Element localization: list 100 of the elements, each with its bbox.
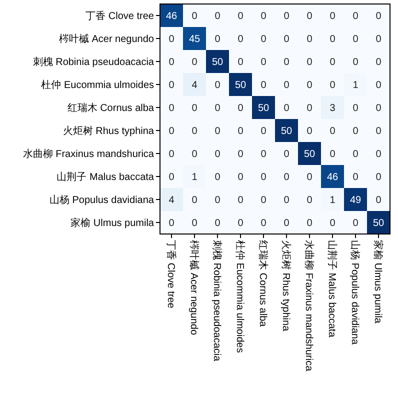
data-label: 0 bbox=[306, 172, 313, 183]
data-label: 0 bbox=[284, 172, 290, 183]
data-label: 0 bbox=[238, 126, 244, 137]
data-label: 0 bbox=[238, 57, 244, 68]
data-label: 0 bbox=[260, 34, 267, 45]
data-label: 0 bbox=[284, 149, 290, 160]
data-label: 0 bbox=[214, 11, 221, 22]
data-label: 0 bbox=[260, 149, 267, 160]
data-label: 0 bbox=[352, 149, 359, 160]
data-label: 0 bbox=[306, 218, 313, 229]
data-label: 50 bbox=[234, 80, 246, 91]
y-tick-label: 山荆子 Malus baccata bbox=[56, 171, 154, 183]
data-label: 4 bbox=[168, 195, 175, 206]
data-label: 0 bbox=[352, 172, 359, 183]
data-label: 0 bbox=[376, 80, 382, 91]
data-label: 0 bbox=[168, 103, 175, 114]
data-label: 0 bbox=[330, 80, 336, 91]
data-label: 1 bbox=[192, 172, 198, 183]
data-label: 0 bbox=[306, 126, 313, 137]
y-tick-label: 梣叶槭 Acer negundo bbox=[58, 33, 154, 45]
y-tick-label: 杜仲 Eucommia ulmoides bbox=[41, 79, 154, 91]
x-tick-label: 红瑞木 Cornus alba bbox=[257, 240, 269, 328]
data-label: 0 bbox=[306, 34, 313, 45]
data-label: 0 bbox=[330, 126, 336, 137]
y-tick-label: 家榆 Ulmus pumila bbox=[70, 217, 154, 229]
data-label: 50 bbox=[372, 218, 384, 229]
data-label: 0 bbox=[192, 195, 198, 206]
data-label: 49 bbox=[350, 195, 362, 206]
data-label: 50 bbox=[212, 57, 224, 68]
data-label: 0 bbox=[238, 172, 244, 183]
data-label: 0 bbox=[260, 57, 267, 68]
data-label: 0 bbox=[168, 126, 175, 137]
data-label: 0 bbox=[260, 80, 267, 91]
data-label: 0 bbox=[168, 57, 175, 68]
data-label: 0 bbox=[284, 103, 290, 114]
data-label: 0 bbox=[238, 195, 244, 206]
data-label: 0 bbox=[168, 172, 175, 183]
data-label: 0 bbox=[330, 57, 336, 68]
data-label: 4 bbox=[192, 80, 198, 91]
data-label: 0 bbox=[284, 11, 290, 22]
data-label: 0 bbox=[214, 195, 221, 206]
data-label: 0 bbox=[214, 34, 221, 45]
data-label: 46 bbox=[326, 172, 338, 183]
data-label: 0 bbox=[376, 126, 382, 137]
data-label: 0 bbox=[260, 195, 267, 206]
data-label: 0 bbox=[284, 195, 290, 206]
data-label: 0 bbox=[214, 172, 221, 183]
data-label: 0 bbox=[192, 57, 198, 68]
y-tick-label: 丁香 Clove tree bbox=[86, 10, 154, 22]
data-label: 0 bbox=[376, 11, 382, 22]
data-label: 0 bbox=[352, 218, 359, 229]
data-label: 0 bbox=[306, 195, 313, 206]
x-tick-label: 水曲柳 Fraxinus mandshurica bbox=[303, 240, 315, 372]
data-label: 0 bbox=[330, 149, 336, 160]
data-label: 0 bbox=[168, 34, 175, 45]
y-tick-label: 水曲柳 Fraxinus mandshurica bbox=[22, 148, 154, 160]
data-label: 50 bbox=[280, 126, 292, 137]
data-label: 0 bbox=[192, 11, 198, 22]
x-tick-label: 火炬树 Rhus typhina bbox=[280, 240, 292, 332]
data-label: 0 bbox=[330, 218, 336, 229]
data-label: 0 bbox=[284, 34, 290, 45]
data-label: 0 bbox=[192, 149, 198, 160]
data-label: 0 bbox=[214, 149, 221, 160]
data-label: 45 bbox=[188, 34, 200, 45]
data-label: 0 bbox=[284, 218, 290, 229]
data-label: 0 bbox=[352, 103, 359, 114]
data-label: 50 bbox=[304, 149, 316, 160]
data-label: 0 bbox=[192, 103, 198, 114]
data-label: 0 bbox=[352, 126, 359, 137]
data-label: 0 bbox=[238, 103, 244, 114]
data-label: 0 bbox=[192, 218, 198, 229]
data-label: 0 bbox=[376, 149, 382, 160]
data-label: 0 bbox=[260, 218, 267, 229]
data-label: 0 bbox=[376, 57, 382, 68]
data-label: 0 bbox=[284, 57, 290, 68]
data-label: 0 bbox=[376, 103, 382, 114]
data-label: 0 bbox=[260, 172, 267, 183]
y-tick-label: 刺槐 Robinia pseudoacacia bbox=[32, 56, 154, 68]
data-label: 0 bbox=[214, 218, 221, 229]
data-label: 0 bbox=[214, 80, 221, 91]
data-label: 0 bbox=[306, 103, 313, 114]
data-label: 0 bbox=[214, 103, 221, 114]
data-label: 0 bbox=[238, 218, 244, 229]
data-label: 0 bbox=[192, 126, 198, 137]
x-tick-label: 家榆 Ulmus pumila bbox=[372, 240, 384, 324]
data-label: 0 bbox=[284, 80, 290, 91]
data-label: 0 bbox=[238, 149, 244, 160]
data-label: 0 bbox=[168, 149, 175, 160]
data-label: 0 bbox=[330, 11, 336, 22]
data-label: 0 bbox=[238, 11, 244, 22]
x-tick-label: 杜仲 Eucommia ulmoides bbox=[234, 240, 246, 353]
data-label: 0 bbox=[376, 34, 382, 45]
data-label: 0 bbox=[306, 57, 313, 68]
data-label: 50 bbox=[258, 103, 270, 114]
y-tick-label: 红瑞木 Cornus alba bbox=[67, 102, 154, 114]
data-label: 0 bbox=[306, 11, 313, 22]
data-label: 0 bbox=[260, 11, 267, 22]
data-label: 0 bbox=[376, 172, 382, 183]
data-label: 0 bbox=[352, 57, 359, 68]
data-label: 0 bbox=[168, 218, 175, 229]
